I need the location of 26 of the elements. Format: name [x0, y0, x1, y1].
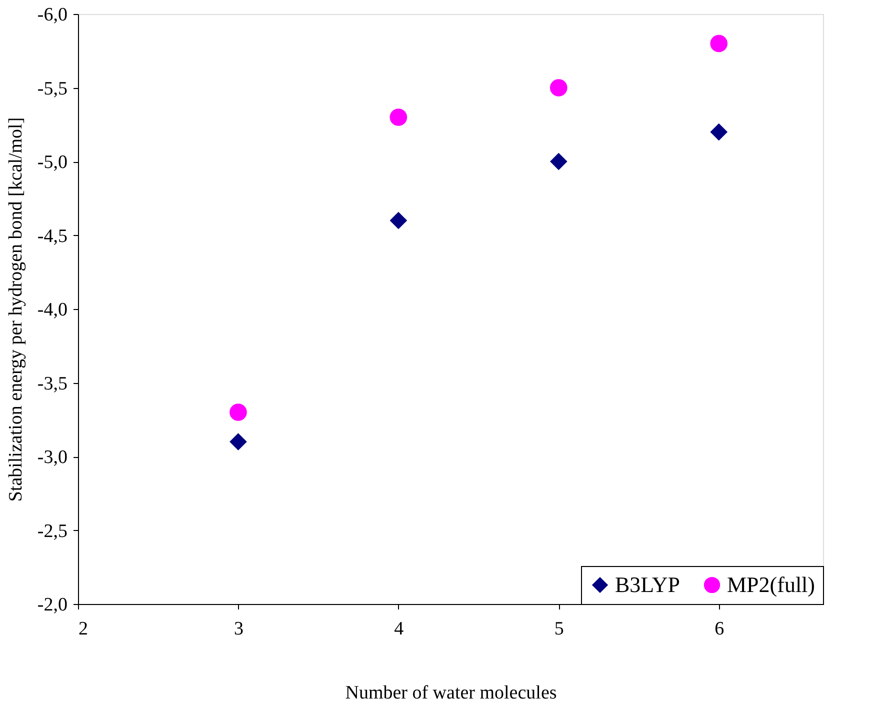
y-tick-label: -6,0 [37, 4, 68, 26]
x-tick-label: 2 [78, 618, 88, 640]
x-tick-label: 5 [554, 618, 564, 640]
y-tick-label: -3,0 [37, 447, 68, 468]
y-tick-label: -3,5 [37, 373, 68, 394]
point [550, 79, 568, 96]
x-tick-label: 3 [234, 618, 244, 640]
x-tick-label: 6 [714, 618, 724, 640]
y-tick-label: -5,5 [37, 78, 68, 100]
y-axis-title: Stabilization energy per hydrogen bond [kcal/mol] [5, 117, 26, 502]
y-tick-label: -4,0 [37, 300, 68, 320]
x-tick-label: 4 [394, 618, 404, 640]
point [550, 152, 568, 170]
y-tick-label: -4,5 [37, 226, 68, 247]
legend-label: B3LYP [615, 572, 680, 597]
point [230, 433, 247, 450]
y-tick-label: -2,5 [37, 520, 68, 542]
legend-label: MP2(full) [727, 572, 815, 597]
x-axis-title: Number of water molecules [345, 682, 557, 704]
point [390, 212, 408, 230]
point [710, 123, 728, 141]
point [230, 404, 247, 421]
point [710, 34, 728, 52]
point [390, 108, 408, 126]
y-tick-label: -5,0 [37, 152, 68, 173]
y-tick-label: -2,0 [37, 594, 68, 616]
